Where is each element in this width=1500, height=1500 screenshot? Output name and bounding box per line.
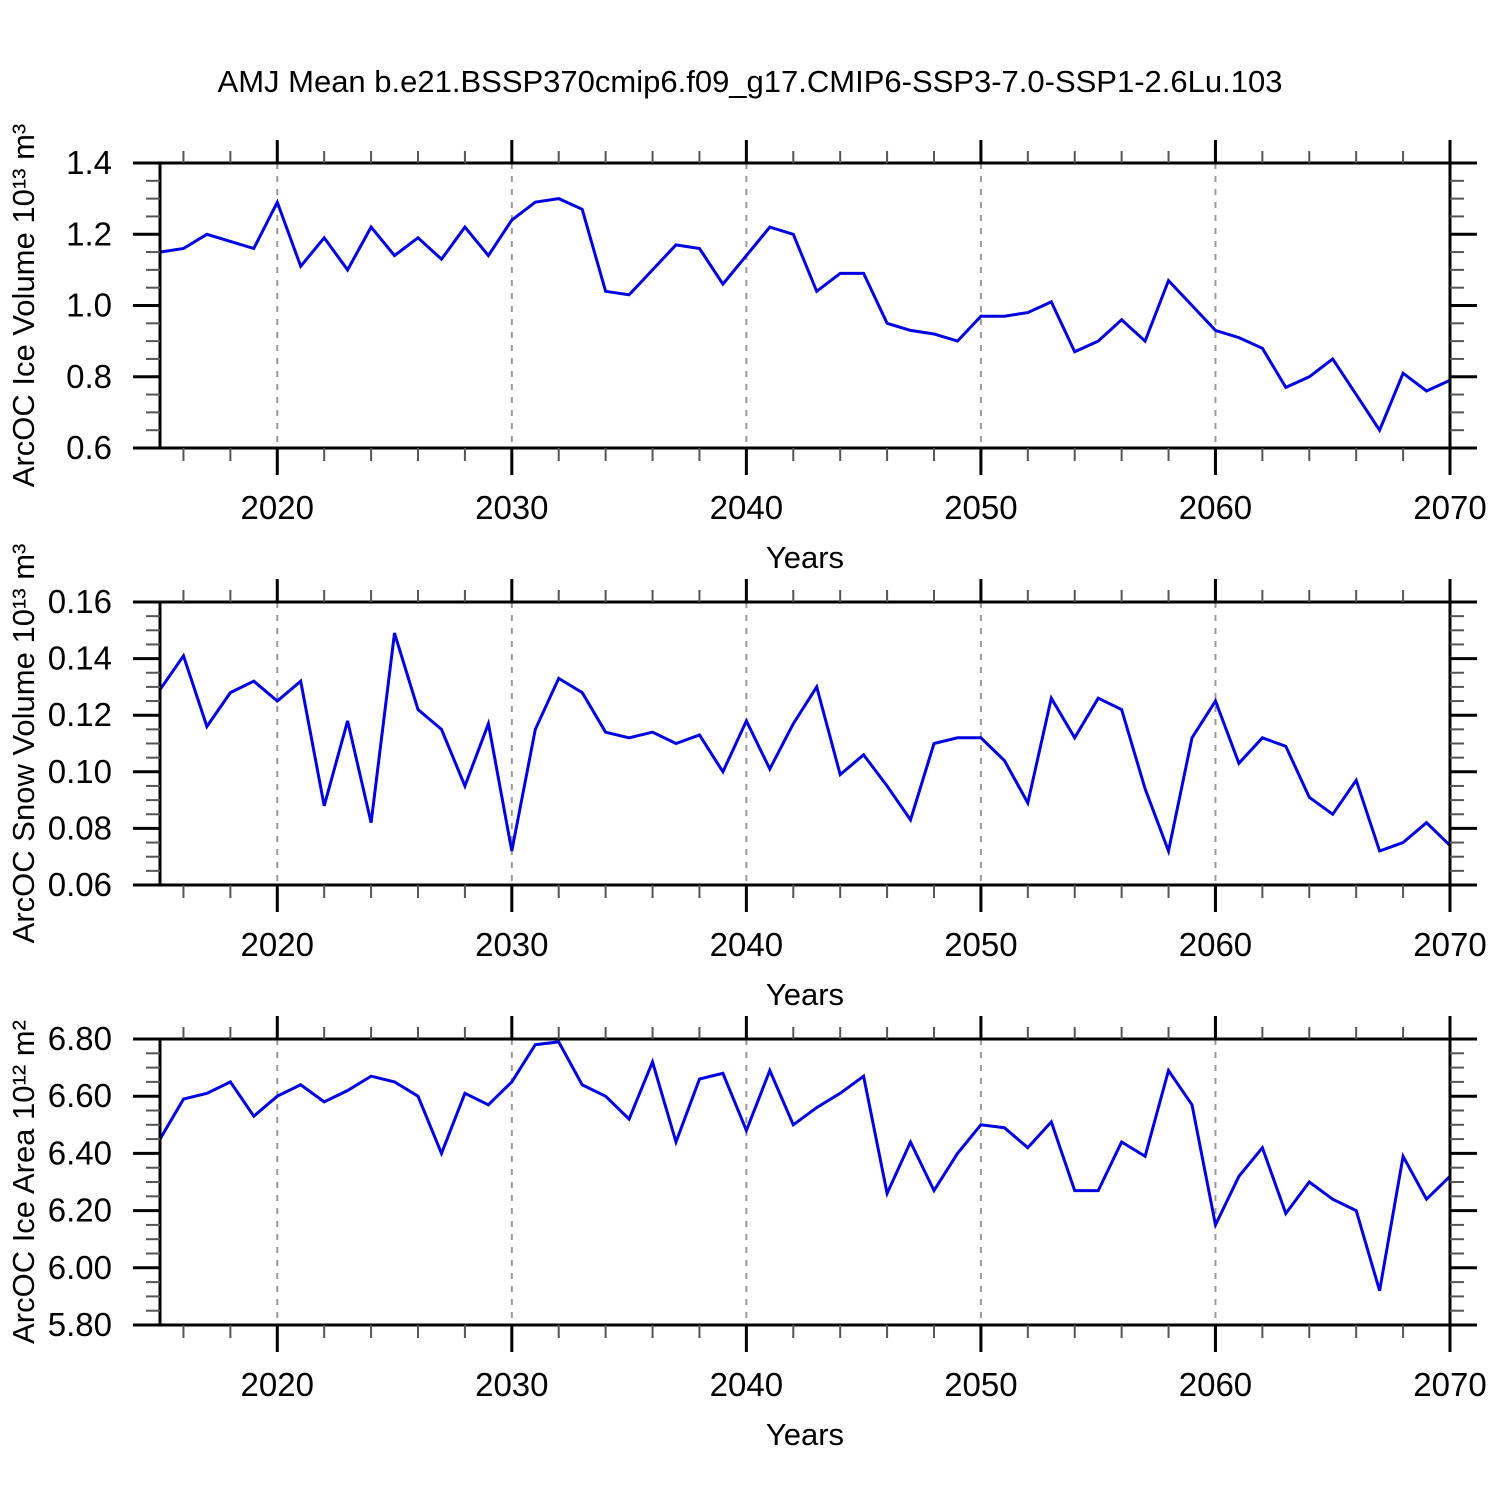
y-tick-label: 6.20 — [48, 1192, 112, 1229]
y-tick-label: 1.2 — [66, 215, 112, 252]
ice-volume-line — [159, 197, 1451, 434]
chart-title: AMJ Mean b.e21.BSSP370cmip6.f09_g17.CMIP… — [217, 64, 1283, 99]
ice-area-line — [158, 1040, 1452, 1292]
y-tick-label: 0.06 — [48, 866, 112, 903]
y-tick-label: 6.40 — [48, 1134, 112, 1171]
x-tick-label: 2020 — [241, 1366, 314, 1403]
x-axis-title: Years — [766, 1417, 844, 1452]
x-tick-label: 2020 — [241, 926, 314, 963]
y-tick-label: 0.6 — [66, 429, 112, 466]
panel-border — [158, 161, 1452, 450]
y-tick-label: 0.12 — [48, 696, 112, 733]
x-tick-label: 2020 — [241, 489, 314, 526]
x-tick-label: 2040 — [710, 489, 783, 526]
panel-ice-area: 2020 2030 2040 2050 2060 2070 5.80 6.00 6.20 6.40… — [6, 1016, 1487, 1452]
x-tick-label: 2030 — [475, 926, 548, 963]
x-tick-label: 2030 — [475, 1366, 548, 1403]
x-axis-title: Years — [766, 977, 844, 1012]
y-tick-label: 1.4 — [66, 144, 112, 181]
y-tick-label: 5.80 — [48, 1306, 112, 1343]
y-tick-label: 0.16 — [48, 583, 112, 620]
y-axis-title: ArcOC Ice Volume 10¹³ m³ — [6, 124, 41, 487]
y-tick-label: 0.8 — [66, 358, 112, 395]
y-tick-label: 6.80 — [48, 1020, 112, 1057]
panel-border — [158, 1037, 1452, 1327]
y-tick-label: 0.14 — [48, 640, 112, 677]
x-tick-label: 2070 — [1413, 489, 1486, 526]
x-tick-label: 2060 — [1179, 489, 1252, 526]
y-tick-label: 6.60 — [48, 1077, 112, 1114]
panel-snow-volume: 2020 2030 2040 2050 2060 2070 0.06 0.08 0.10 0.12… — [6, 544, 1487, 1012]
x-tick-label: 2070 — [1413, 1366, 1486, 1403]
x-tick-label: 2040 — [710, 926, 783, 963]
y-tick-label: 0.10 — [48, 753, 112, 790]
x-tick-label: 2040 — [710, 1366, 783, 1403]
x-tick-label: 2060 — [1179, 926, 1252, 963]
x-tick-label: 2050 — [944, 489, 1017, 526]
snow-volume-line — [158, 632, 1452, 857]
y-tick-label: 6.00 — [48, 1249, 112, 1286]
y-axis-title: ArcOC Ice Area 10¹² m² — [6, 1020, 41, 1344]
x-tick-label: 2050 — [944, 926, 1017, 963]
x-tick-label: 2060 — [1179, 1366, 1252, 1403]
x-tick-label: 2030 — [475, 489, 548, 526]
y-axis-title: ArcOC Snow Volume 10¹³ m³ — [6, 544, 41, 944]
y-tick-label: 0.08 — [48, 809, 112, 846]
y-tick-label: 1.0 — [66, 287, 112, 324]
panel-ice-volume: 2020 2030 2040 2050 2060 2070 0.6 0.8 1.0 1.2 1.4 A… — [6, 124, 1487, 575]
x-axis-title: Years — [766, 540, 844, 575]
x-tick-label: 2070 — [1413, 926, 1486, 963]
x-tick-label: 2050 — [944, 1366, 1017, 1403]
